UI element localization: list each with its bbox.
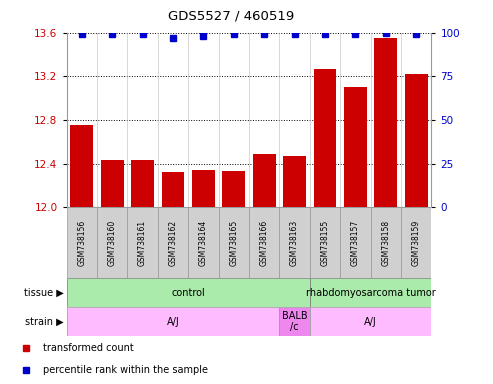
Bar — [97, 207, 127, 278]
Bar — [283, 156, 306, 207]
Bar — [188, 207, 218, 278]
Bar — [253, 154, 276, 207]
Bar — [401, 207, 431, 278]
Bar — [280, 307, 310, 336]
Text: GSM738157: GSM738157 — [351, 220, 360, 266]
Bar — [310, 207, 340, 278]
Text: rhabdomyosarcoma tumor: rhabdomyosarcoma tumor — [306, 288, 435, 298]
Text: BALB
/c: BALB /c — [282, 311, 307, 333]
Text: GSM738160: GSM738160 — [107, 220, 117, 266]
Bar — [70, 126, 93, 207]
Bar — [67, 307, 280, 336]
Text: GSM738163: GSM738163 — [290, 220, 299, 266]
Text: GSM738166: GSM738166 — [260, 220, 269, 266]
Text: GSM738161: GSM738161 — [138, 220, 147, 266]
Text: GDS5527 / 460519: GDS5527 / 460519 — [168, 10, 294, 23]
Text: GSM738158: GSM738158 — [381, 220, 390, 266]
Text: GSM738155: GSM738155 — [320, 220, 329, 266]
Bar — [218, 207, 249, 278]
Bar — [310, 278, 431, 307]
Bar — [340, 207, 371, 278]
Bar — [127, 207, 158, 278]
Bar — [67, 278, 310, 307]
Bar — [374, 38, 397, 207]
Bar — [162, 172, 184, 207]
Text: GSM738159: GSM738159 — [412, 220, 421, 266]
Text: A/J: A/J — [167, 316, 179, 327]
Text: GSM738156: GSM738156 — [77, 220, 86, 266]
Text: GSM738162: GSM738162 — [169, 220, 177, 266]
Bar — [371, 207, 401, 278]
Text: tissue ▶: tissue ▶ — [24, 288, 64, 298]
Text: GSM738165: GSM738165 — [229, 220, 238, 266]
Bar — [101, 161, 124, 207]
Text: transformed count: transformed count — [43, 343, 134, 353]
Bar — [192, 170, 215, 207]
Bar — [158, 207, 188, 278]
Bar — [344, 87, 367, 207]
Text: percentile rank within the sample: percentile rank within the sample — [43, 366, 208, 376]
Bar — [222, 171, 245, 207]
Bar — [249, 207, 280, 278]
Bar — [67, 207, 97, 278]
Bar — [405, 74, 427, 207]
Text: strain ▶: strain ▶ — [26, 316, 64, 327]
Bar — [310, 307, 431, 336]
Text: control: control — [171, 288, 205, 298]
Bar — [131, 161, 154, 207]
Bar — [314, 69, 336, 207]
Bar — [280, 207, 310, 278]
Text: GSM738164: GSM738164 — [199, 220, 208, 266]
Text: A/J: A/J — [364, 316, 377, 327]
